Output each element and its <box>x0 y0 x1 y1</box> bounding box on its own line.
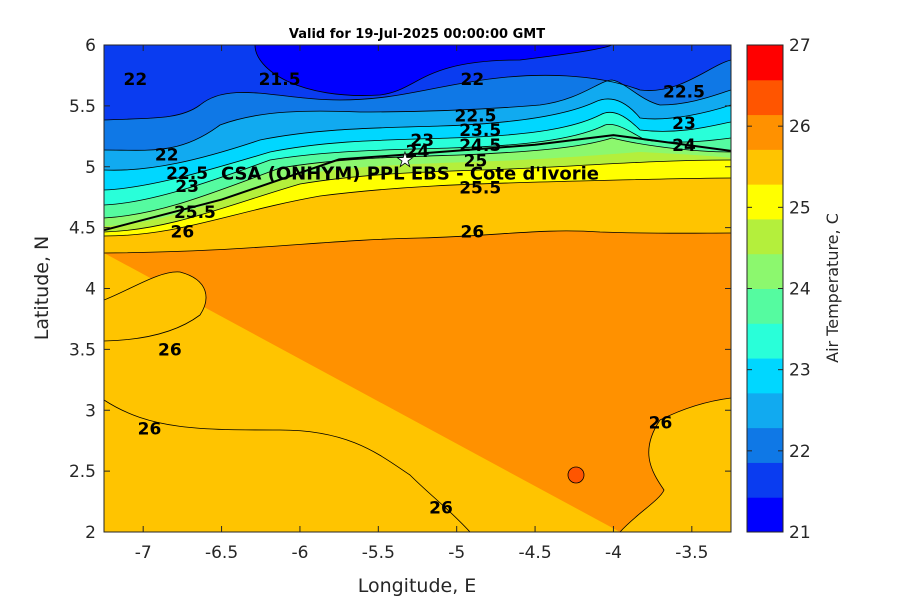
y-tick-label: 2.5 <box>69 462 96 482</box>
contour-label: 26 <box>429 499 453 519</box>
colorbar-tick-label: 22 <box>789 442 811 462</box>
contour-label: 23.5 <box>459 121 501 141</box>
x-axis-ticks: -7 -6.5 -6 -5.5 -5 -4.5 -4 -3.5 <box>135 45 708 563</box>
x-tick-label: -7 <box>135 543 152 563</box>
contour-label: 23 <box>410 131 434 151</box>
band-26-5-27-patch <box>567 466 585 484</box>
colorbar-band <box>747 392 783 429</box>
x-tick-label: -6 <box>291 543 308 563</box>
y-tick-label: 4 <box>85 280 96 300</box>
band-25-5-26-southwest <box>104 399 471 532</box>
colorbar-tick-label: 25 <box>789 198 811 218</box>
contour-label: 24 <box>672 136 696 156</box>
x-tick-label: -5 <box>448 543 465 563</box>
contour-label: 22 <box>155 146 179 166</box>
x-tick-label: -4 <box>605 543 622 563</box>
band-25-5-26-west-pocket <box>104 271 207 342</box>
colorbar-ticks: 21 22 23 24 25 26 27 <box>747 36 811 543</box>
x-tick-label: -3.5 <box>675 543 708 563</box>
contour-label: 24 <box>406 142 430 162</box>
y-axis-label: Latitude, N <box>31 236 53 341</box>
band-21-21-5 <box>255 45 612 96</box>
colorbar-band <box>747 323 783 359</box>
contour-lines <box>104 45 731 254</box>
contour-label: 22 <box>124 70 148 90</box>
contour-label: 26 <box>158 340 182 360</box>
contour-label: 22 <box>461 70 485 90</box>
colorbar-band <box>747 427 783 463</box>
chart-title: Valid for 19-Jul-2025 00:00:00 GMT <box>289 27 545 42</box>
y-tick-label: 5.5 <box>69 97 96 117</box>
colorbar-band <box>747 45 783 81</box>
y-tick-label: 4.5 <box>69 219 96 239</box>
contour-label: 23 <box>672 114 696 134</box>
colorbar-band <box>747 253 783 289</box>
colorbar <box>747 45 783 533</box>
colorbar-band <box>747 149 783 185</box>
contour-label: 22.5 <box>166 164 208 184</box>
colorbar-tick-label: 21 <box>789 523 811 543</box>
colorbar-label: Air Temperature, C <box>823 213 842 363</box>
colorbar-tick-label: 26 <box>789 117 811 137</box>
contour-label: 25.5 <box>459 178 501 198</box>
y-axis-ticks: 22.533.544.555.56 <box>69 36 731 543</box>
colorbar-band <box>747 218 783 255</box>
contour-label: 22.5 <box>455 107 497 127</box>
y-tick-label: 3.5 <box>69 340 96 360</box>
contour-label: 26 <box>649 413 673 433</box>
contour-label: 21.5 <box>259 70 301 90</box>
x-axis-label: Longitude, E <box>358 575 477 597</box>
contour-label: 22.5 <box>663 82 705 102</box>
band-25-5-26-southeast <box>619 397 731 532</box>
colorbar-band <box>747 114 783 150</box>
colorbar-tick-label: 27 <box>789 36 811 56</box>
x-tick-label: -5.5 <box>362 543 395 563</box>
contour-label: 26 <box>138 420 162 440</box>
colorbar-band <box>747 497 783 533</box>
y-tick-label: 2 <box>85 523 96 543</box>
contour-label: 26 <box>171 222 195 242</box>
contour-label: 25.5 <box>174 203 216 223</box>
site-label: CSA (ONHYM) PPL EBS - Cote d'Ivorie <box>221 163 599 184</box>
colorbar-band <box>747 184 783 220</box>
contour-label: 24.5 <box>459 136 501 156</box>
contour-label: 26 <box>461 222 485 242</box>
contour-label: 23 <box>175 177 199 197</box>
colorbar-band <box>747 79 783 116</box>
colorbar-tick-label: 24 <box>789 280 811 300</box>
coastline <box>104 134 731 232</box>
colorbar-tick-label: 23 <box>789 361 811 381</box>
contour-label: 25 <box>464 152 488 172</box>
y-tick-label: 5 <box>85 158 96 178</box>
y-tick-label: 6 <box>85 36 96 56</box>
colorbar-band <box>747 358 783 394</box>
site-star-icon: ★ <box>396 147 414 171</box>
colorbar-band <box>747 462 783 498</box>
x-tick-label: -6.5 <box>205 543 238 563</box>
y-tick-label: 3 <box>85 401 96 421</box>
x-tick-label: -4.5 <box>518 543 551 563</box>
colorbar-band <box>747 288 783 324</box>
